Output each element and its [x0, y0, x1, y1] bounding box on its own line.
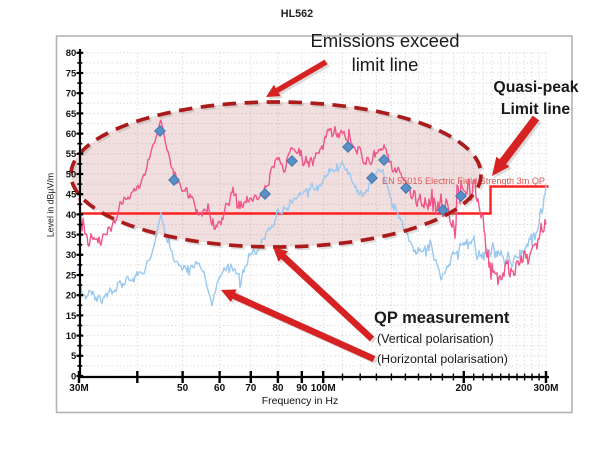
svg-text:65: 65 — [66, 109, 77, 120]
svg-text:Level in dBµV/m: Level in dBµV/m — [46, 173, 56, 237]
svg-text:70: 70 — [66, 89, 77, 100]
svg-text:80: 80 — [66, 48, 77, 59]
svg-text:50: 50 — [66, 169, 77, 180]
svg-text:35: 35 — [66, 230, 77, 241]
svg-text:55: 55 — [66, 149, 77, 160]
svg-text:EN 55015 Electric Field Streng: EN 55015 Electric Field Strength 3m QP — [382, 176, 545, 187]
svg-text:30M: 30M — [69, 383, 88, 394]
svg-text:15: 15 — [66, 311, 77, 322]
svg-text:40: 40 — [66, 210, 77, 221]
svg-text:200: 200 — [455, 383, 472, 394]
svg-text:80: 80 — [272, 383, 284, 394]
svg-text:90: 90 — [296, 383, 308, 394]
svg-text:70: 70 — [245, 383, 257, 394]
svg-text:75: 75 — [66, 68, 77, 79]
svg-text:Quasi-peak: Quasi-peak — [493, 79, 578, 96]
svg-text:limit line: limit line — [352, 54, 419, 75]
svg-text:60: 60 — [214, 383, 226, 394]
svg-text:(Vertical polarisation): (Vertical polarisation) — [377, 332, 494, 346]
svg-text:Limit line: Limit line — [501, 101, 571, 118]
svg-text:HL562: HL562 — [281, 8, 313, 20]
svg-text:100M: 100M — [311, 383, 336, 394]
svg-text:20: 20 — [66, 291, 77, 302]
svg-text:25: 25 — [66, 270, 77, 281]
svg-text:45: 45 — [66, 190, 77, 201]
svg-text:Emissions exceed: Emissions exceed — [310, 30, 459, 51]
svg-text:50: 50 — [177, 383, 189, 394]
svg-text:30: 30 — [66, 250, 77, 261]
svg-text:(Horizontal polarisation): (Horizontal polarisation) — [377, 352, 508, 366]
svg-text:300M: 300M — [533, 383, 558, 394]
svg-text:60: 60 — [66, 129, 77, 140]
svg-text:Frequency in Hz: Frequency in Hz — [262, 395, 338, 407]
svg-text:5: 5 — [71, 351, 77, 362]
svg-text:10: 10 — [66, 331, 77, 342]
svg-text:QP measurement: QP measurement — [374, 309, 510, 327]
svg-text:0: 0 — [71, 371, 76, 382]
